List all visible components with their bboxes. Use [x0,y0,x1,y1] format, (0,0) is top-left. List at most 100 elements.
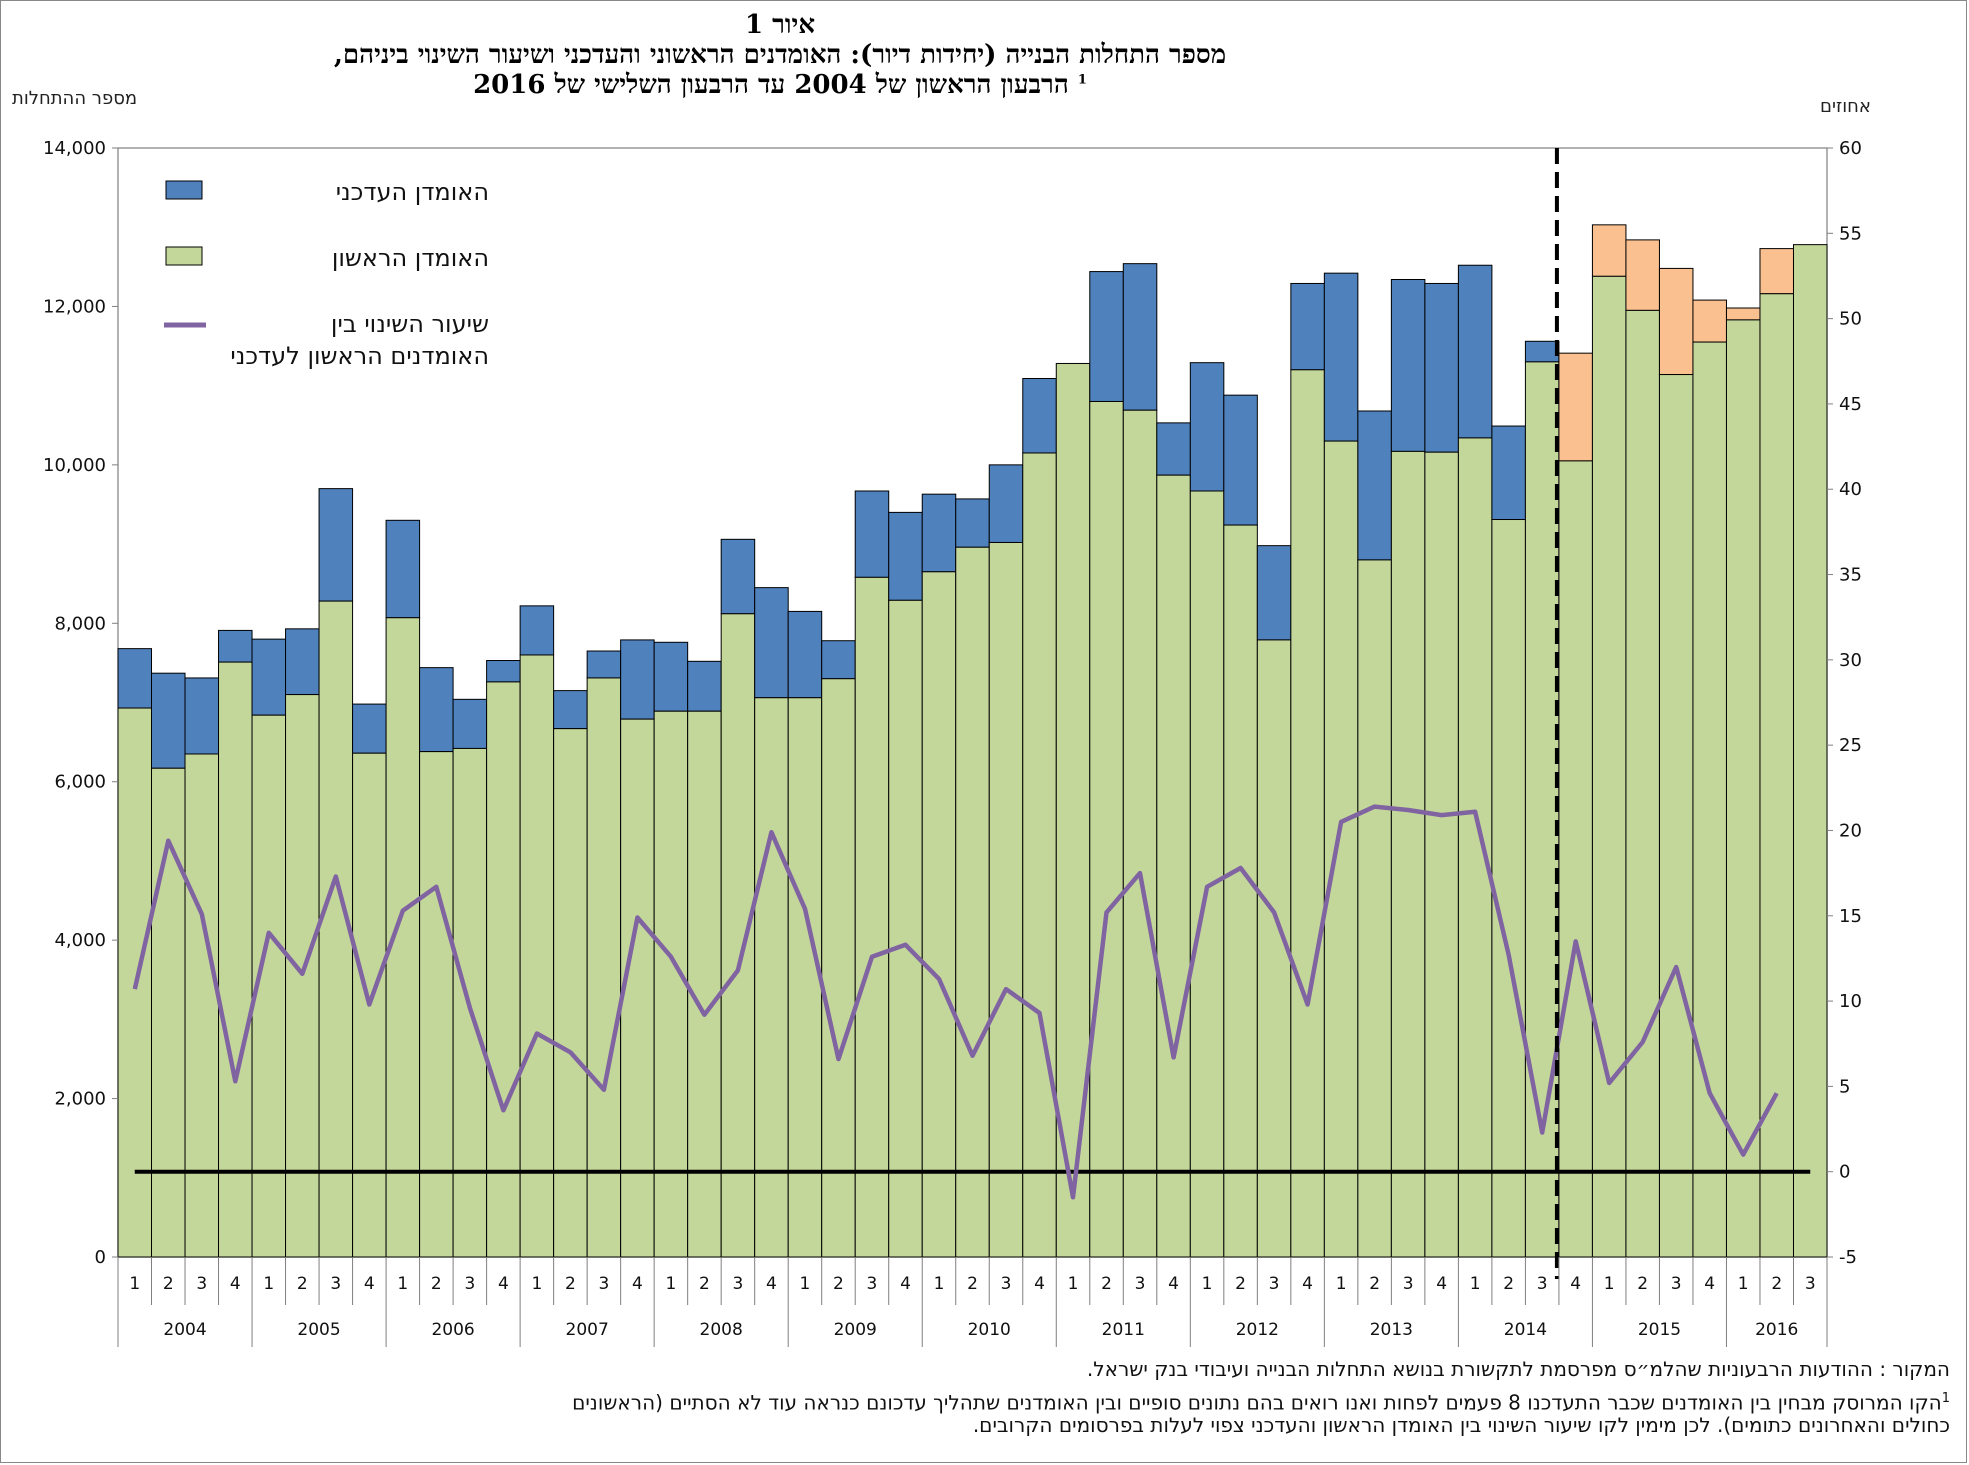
bar-first-37 [1357,559,1392,1258]
bar-updated-47 [1692,299,1727,343]
bar-first-25 [955,546,990,1258]
tick-labels-group: 0 2,000 4,000 6,000 8,000 10,000 12,000 14,000 -… [43,138,1862,1268]
bar-updated-46 [1658,267,1694,376]
bar-updated-4 [251,638,287,716]
quarter-label-9: 2 [431,1274,442,1294]
year-label-2010: 2010 [968,1320,1011,1340]
quarter-label-44: 1 [1604,1274,1615,1294]
quarter-label-47: 4 [1704,1274,1715,1294]
year-label-2016: 2016 [1755,1320,1798,1340]
year-label-2008: 2008 [700,1320,743,1340]
left-tick-label-4: 8,000 [54,613,106,634]
bar-updated-25 [955,498,990,548]
right-tick-label-6: 25 [1839,735,1862,756]
right-tick-label-12: 55 [1839,223,1862,244]
bar-updated-9 [419,667,454,753]
bar-first-36 [1323,440,1359,1258]
bar-updated-35 [1290,282,1325,371]
chart-title-line-1: איור 1 [744,10,816,40]
right-tick-label-11: 50 [1839,309,1862,330]
bar-first-48 [1725,319,1761,1258]
quarter-label-13: 2 [565,1274,576,1294]
bar-first-24 [921,571,957,1258]
bar-updated-17 [687,660,722,712]
bar-first-35 [1290,369,1325,1258]
quarter-label-22: 3 [867,1274,878,1294]
bar-updated-1 [151,672,186,769]
bar-updated-40 [1457,264,1493,439]
bar-first-39 [1424,451,1459,1258]
bar-updated-6 [318,488,354,602]
bar-first-21 [821,678,856,1258]
bar-first-45 [1625,309,1660,1258]
year-label-2014: 2014 [1504,1320,1547,1340]
bar-updated-10 [452,698,488,749]
bar-updated-21 [821,640,856,680]
bar-updated-0 [117,648,153,709]
bar-first-32 [1189,490,1225,1258]
quarter-label-28: 1 [1068,1274,1079,1294]
bar-first-13 [553,728,588,1258]
footnote-source: המקור : ההודעות הרבעוניות שהלמ״ס מפרסמת … [1086,1357,1950,1381]
left-tick-label-2: 4,000 [54,930,106,951]
quarter-label-31: 4 [1168,1274,1179,1294]
bar-first-4 [251,714,287,1258]
quarter-label-14: 3 [598,1274,609,1294]
bar-updated-12 [519,605,555,656]
bar-first-2 [184,753,220,1258]
quarter-label-18: 3 [733,1274,744,1294]
quarter-label-11: 4 [498,1274,509,1294]
year-label-2006: 2006 [431,1320,474,1340]
footnote-note-line2: כחולים והאחרונים כתומים). לכן מימין לקו … [972,1413,1950,1437]
bar-first-26 [988,541,1024,1258]
quarter-label-5: 2 [297,1274,308,1294]
bar-updated-48 [1725,307,1761,321]
bar-updated-3 [218,629,253,663]
legend-swatch-updated [165,180,203,200]
quarter-label-12: 1 [531,1274,542,1294]
bar-first-42 [1524,361,1560,1258]
footnote-note-line1: הקו המרוסק מבחין בין האומדנים שכבר התעדכ… [572,1390,1942,1415]
category-axis-group: 1 2 3 4 1 2 3 4 1 2 3 4 1 2 3 4 1 2 3 4 1 2 3 4 1 2 3 4 1 2 3 4 1 2 3 4 1 2 3 4… [117,1257,1828,1347]
quarter-label-6: 3 [330,1274,341,1294]
left-tick-label-3: 6,000 [54,772,106,793]
bar-updated-5 [285,628,320,696]
bar-first-15 [620,718,655,1258]
chart-title-line-3-text: הרבעון הראשון של 2004 עד הרבעון השלישי ש… [473,70,1069,100]
quarter-label-16: 1 [665,1274,676,1294]
legend-label-updated: האומדן העדכני [335,178,489,206]
bar-first-22 [854,576,890,1258]
year-label-2012: 2012 [1236,1320,1279,1340]
bar-first-33 [1223,524,1258,1258]
quarter-label-27: 4 [1034,1274,1045,1294]
bar-first-41 [1491,519,1526,1258]
right-tick-label-9: 40 [1839,479,1862,500]
bar-updated-45 [1625,239,1660,311]
year-label-2015: 2015 [1638,1320,1681,1340]
bar-updated-42 [1524,340,1560,363]
bar-first-40 [1457,437,1493,1258]
footnote-note: 1הקו המרוסק מבחין בין האומדנים שכבר התעד… [60,1385,1950,1417]
right-axis-label: אחוזים [1820,96,1871,117]
year-label-2013: 2013 [1370,1320,1413,1340]
left-axis-label: מספר ההתחלות [12,88,138,109]
quarter-label-26: 3 [1001,1274,1012,1294]
bar-updated-8 [385,519,421,619]
bar-first-17 [687,710,722,1258]
bar-first-29 [1089,400,1124,1258]
right-tick-label-8: 35 [1839,565,1862,586]
bar-first-38 [1390,450,1426,1258]
bar-updated-30 [1122,263,1158,411]
quarter-label-8: 1 [397,1274,408,1294]
quarter-label-34: 3 [1269,1274,1280,1294]
bar-updated-39 [1424,282,1459,453]
left-tick-label-1: 2,000 [54,1089,106,1110]
quarter-label-39: 4 [1436,1274,1447,1294]
bar-updated-2 [184,677,220,755]
bar-updated-24 [921,493,957,573]
quarter-label-1: 2 [163,1274,174,1294]
bar-updated-23 [888,511,923,601]
bar-updated-31 [1156,422,1191,476]
